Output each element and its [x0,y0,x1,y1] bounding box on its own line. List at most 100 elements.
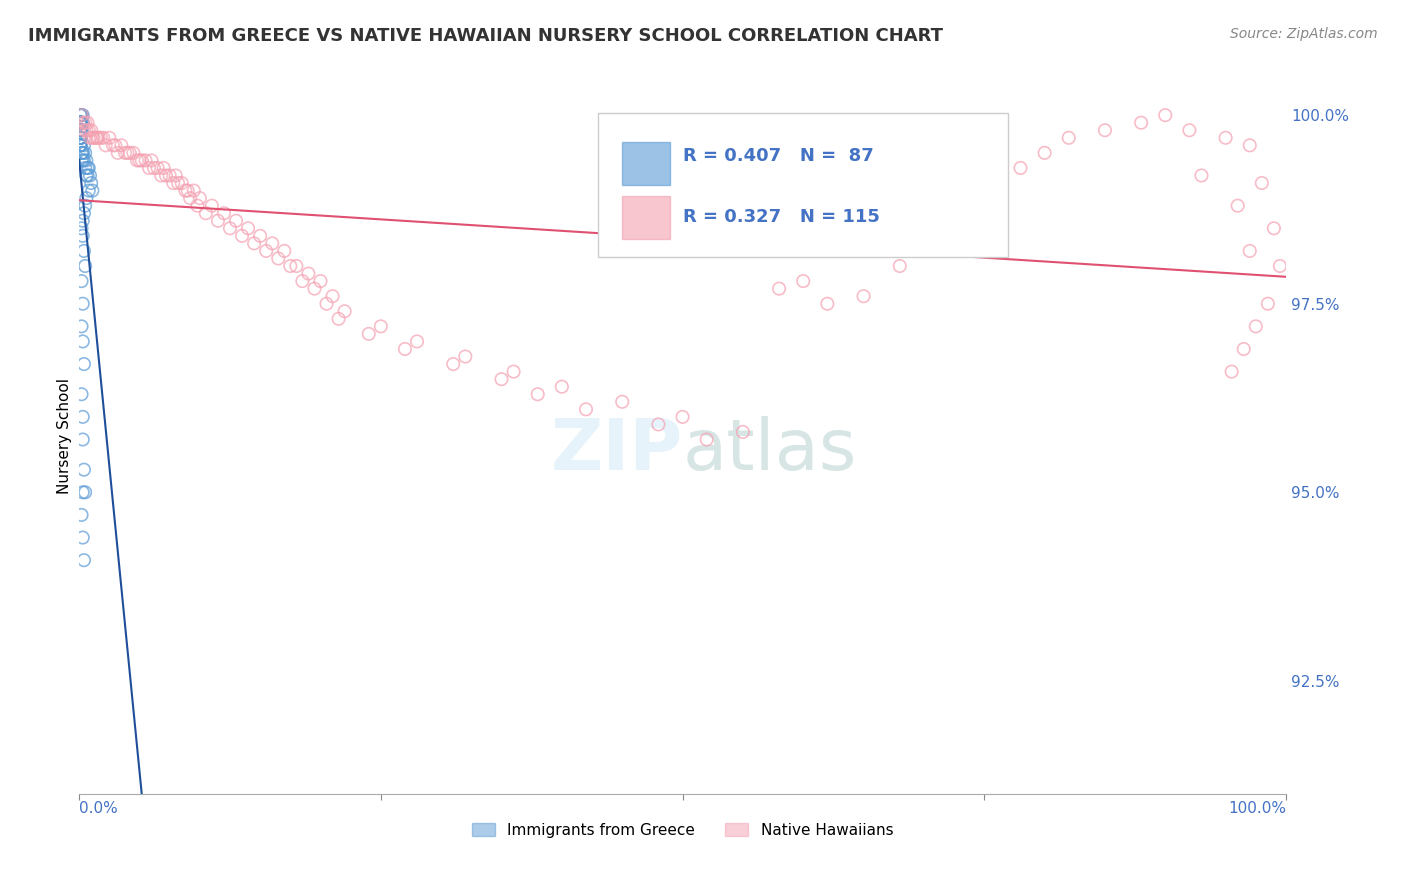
Point [114,145,136,160]
Point [77,123,100,137]
Point [304,282,326,296]
Point [72,116,94,130]
Point [1094,123,1116,137]
Text: atlas: atlas [682,416,856,484]
Point [77,184,100,198]
Point [491,372,513,386]
Point [69,123,91,137]
Point [98,130,121,145]
Point [1239,138,1261,153]
Point [75,199,97,213]
Point [333,304,356,318]
Point [647,417,669,432]
Point [80,176,103,190]
FancyBboxPatch shape [598,113,1008,257]
Point [75,161,97,175]
Point [72,531,94,545]
Point [188,191,211,205]
Point [394,342,416,356]
Point [815,296,838,310]
Point [69,116,91,130]
Point [84,130,107,145]
Point [76,161,98,175]
Point [1154,108,1177,122]
Text: R = 0.407   N =  87: R = 0.407 N = 87 [682,147,873,165]
Text: ZIP: ZIP [550,416,682,484]
Point [150,169,173,183]
Bar [623,195,671,239]
Point [162,176,184,190]
Point [1220,365,1243,379]
Legend: Immigrants from Greece, Native Hawaiians: Immigrants from Greece, Native Hawaiians [465,816,900,844]
Point [73,553,96,567]
Point [243,236,266,251]
Point [671,409,693,424]
Point [249,228,271,243]
Point [254,244,277,258]
Point [69,108,91,122]
Point [69,123,91,137]
Point [322,289,344,303]
Point [69,116,91,130]
Point [69,116,91,130]
Point [441,357,464,371]
Point [70,387,93,401]
Point [1226,199,1249,213]
Point [69,130,91,145]
Point [69,116,91,130]
Point [155,169,177,183]
Point [575,402,598,417]
Point [73,463,96,477]
Point [69,116,91,130]
Point [72,153,94,168]
Point [183,184,205,198]
Point [1191,169,1213,183]
Point [69,116,91,130]
Point [219,221,242,235]
Point [792,274,814,288]
Point [141,153,163,168]
Point [174,184,197,198]
Point [1244,319,1267,334]
Point [128,153,150,168]
Point [852,289,875,303]
Point [696,433,718,447]
Point [80,123,103,137]
Point [70,116,93,130]
Point [72,145,94,160]
Text: Source: ZipAtlas.com: Source: ZipAtlas.com [1230,27,1378,41]
Point [1033,145,1056,160]
Point [70,123,93,137]
Point [72,228,94,243]
Point [69,116,91,130]
Point [1233,342,1256,356]
Point [72,334,94,349]
Text: 100.0%: 100.0% [1227,801,1286,816]
Point [973,184,995,198]
Point [731,425,754,439]
Point [73,138,96,153]
Point [104,138,127,153]
Point [69,138,91,153]
Point [87,130,110,145]
Point [110,138,132,153]
Point [75,153,97,168]
Point [502,365,524,379]
Point [207,213,229,227]
Point [76,169,98,183]
Point [69,130,91,145]
Point [69,130,91,145]
Point [159,169,181,183]
Point [1257,296,1279,310]
Point [309,274,332,288]
Point [612,394,634,409]
Point [86,130,108,145]
Point [177,184,200,198]
Point [69,138,91,153]
Point [138,161,160,175]
Point [134,153,156,168]
Point [370,319,392,334]
Point [70,274,93,288]
Point [69,123,91,137]
Point [69,130,91,145]
